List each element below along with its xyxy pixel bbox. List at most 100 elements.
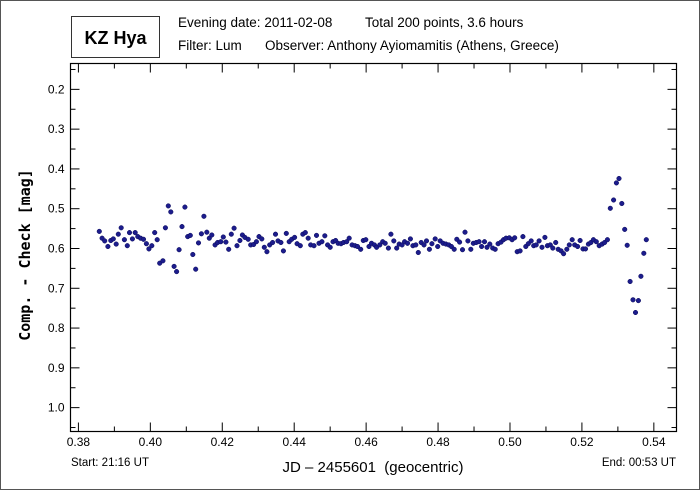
data-point <box>168 209 174 215</box>
data-point <box>451 246 457 252</box>
data-point <box>96 228 102 234</box>
data-point <box>604 237 610 243</box>
data-point <box>564 246 570 252</box>
data-point <box>253 239 259 245</box>
data-point <box>261 244 267 250</box>
data-point <box>388 231 394 237</box>
data-point <box>259 236 265 242</box>
data-point <box>140 236 147 242</box>
data-point <box>270 239 276 246</box>
data-point <box>363 237 369 243</box>
data-point <box>575 243 581 250</box>
data-point <box>313 232 320 238</box>
data-point <box>121 237 127 243</box>
data-point <box>354 243 361 250</box>
data-point <box>569 237 575 243</box>
evening-date: Evening date: 2011-02-08 <box>178 15 332 30</box>
data-point <box>124 243 130 249</box>
data-points <box>96 175 649 316</box>
data-point <box>632 309 639 316</box>
data-point <box>607 205 613 211</box>
y-axis-label: Comp. - Check [mag] <box>16 169 34 341</box>
data-point <box>627 278 633 285</box>
data-point <box>102 238 108 244</box>
data-point <box>174 269 180 275</box>
data-point <box>283 230 289 236</box>
data-point <box>218 239 224 245</box>
x-tick-label: 0.54 <box>642 435 666 449</box>
data-point <box>280 248 286 254</box>
data-point <box>528 238 534 244</box>
data-point <box>162 225 168 231</box>
data-point <box>492 246 498 252</box>
axis-ticks <box>70 63 677 432</box>
data-point <box>149 243 155 249</box>
y-tick-label: 0.2 <box>48 82 65 96</box>
data-point <box>223 239 229 245</box>
data-point <box>302 230 308 236</box>
data-point <box>165 203 171 209</box>
data-point <box>641 250 647 256</box>
data-point <box>292 234 298 240</box>
data-point <box>327 244 333 250</box>
x-tick-label: 0.50 <box>498 435 522 449</box>
data-point <box>152 230 158 236</box>
data-point <box>468 246 474 252</box>
data-point <box>182 204 188 210</box>
data-point <box>413 242 419 248</box>
data-point <box>204 229 210 235</box>
data-point <box>566 242 572 248</box>
data-point <box>322 233 328 239</box>
data-point <box>234 243 240 249</box>
plot-frame <box>69 62 678 433</box>
data-point <box>278 239 284 246</box>
data-point <box>539 244 545 250</box>
data-point <box>190 251 196 258</box>
data-point <box>619 200 625 207</box>
start-time: Start: 21:16 UT <box>71 457 149 469</box>
x-tick-label: 0.44 <box>283 435 307 449</box>
data-point <box>311 243 317 249</box>
data-point <box>421 242 427 248</box>
data-point <box>593 239 599 245</box>
data-point <box>358 246 364 252</box>
data-point <box>611 197 617 203</box>
y-tick-label: 0.3 <box>48 122 65 136</box>
data-point <box>435 243 441 250</box>
data-point <box>423 238 430 244</box>
data-point <box>179 224 185 230</box>
data-point <box>146 246 152 252</box>
x-axis-label: JD – 2455601 (geocentric) <box>283 459 464 476</box>
data-point <box>110 236 116 242</box>
data-point <box>154 237 160 243</box>
data-point <box>297 243 303 249</box>
data-point <box>377 242 383 248</box>
data-point <box>426 246 432 252</box>
data-point <box>344 239 350 245</box>
data-point <box>533 242 539 248</box>
data-point <box>126 230 133 236</box>
data-point <box>237 237 243 244</box>
data-point <box>536 238 542 244</box>
data-point <box>187 232 193 238</box>
y-tick-label: 0.7 <box>48 281 65 295</box>
data-point <box>105 243 111 250</box>
data-point <box>561 251 567 257</box>
x-tick-label: 0.48 <box>426 435 450 449</box>
data-point <box>382 240 388 246</box>
data-point <box>643 237 649 243</box>
data-point <box>622 226 628 232</box>
data-point <box>319 239 325 245</box>
data-point <box>346 235 352 241</box>
x-tick-label: 0.52 <box>570 435 594 449</box>
data-point <box>245 236 251 242</box>
data-point <box>193 266 199 272</box>
data-point <box>201 213 207 219</box>
y-tick-label: 0.8 <box>48 321 65 335</box>
data-point <box>517 248 523 254</box>
data-point <box>407 236 413 242</box>
data-point <box>613 180 619 186</box>
data-point <box>118 225 124 231</box>
data-point <box>129 236 135 242</box>
